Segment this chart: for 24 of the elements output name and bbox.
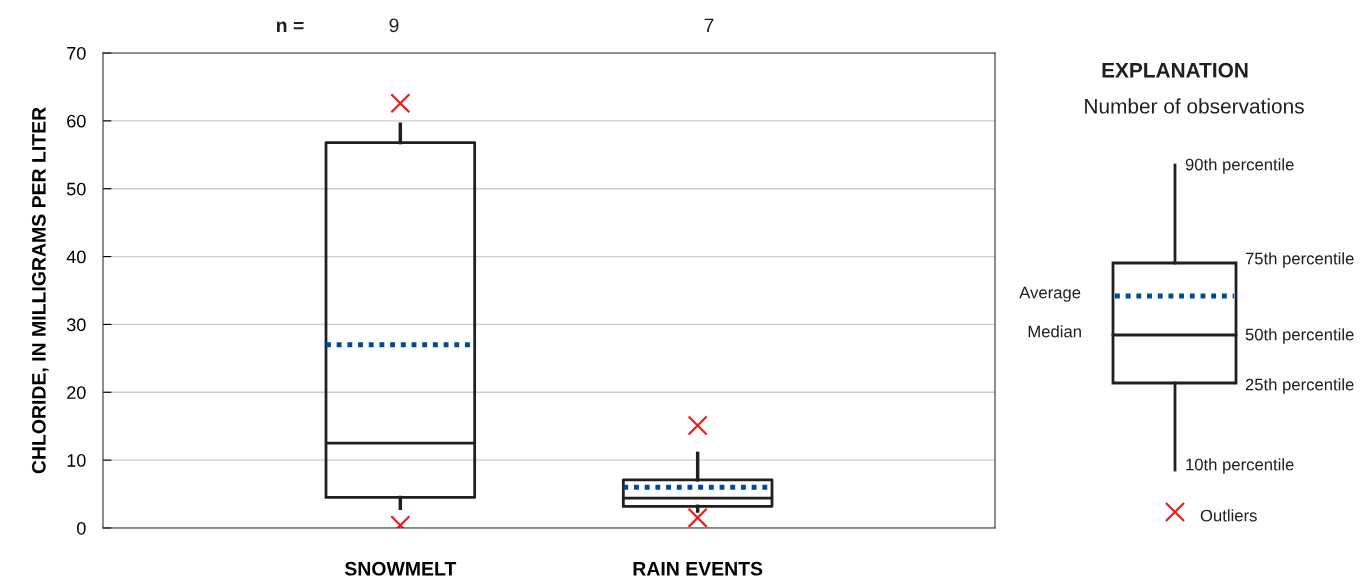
y-tick-label: 10 <box>67 454 86 467</box>
text: 75th percentile <box>1245 252 1354 268</box>
text: 50th percentile <box>1245 328 1354 344</box>
text: 10th percentile <box>1186 458 1294 474</box>
y-tick-label: 60 <box>67 114 86 128</box>
y-tick-label: 30 <box>66 318 86 332</box>
y-tick-label: 20 <box>67 386 86 400</box>
y-axis-title: CHLORIDE, IN MILLIGRAMS PER LITER <box>31 107 49 474</box>
y-tick-label: 70 <box>67 46 86 60</box>
text: Average <box>1019 286 1081 302</box>
text: Median <box>1028 325 1081 338</box>
y-tick-label: 40 <box>66 250 86 264</box>
x-tick-label: SNOWMELT <box>344 561 457 576</box>
text: n = <box>276 21 304 33</box>
text: 7 <box>704 18 714 33</box>
y-tick-label: 0 <box>77 521 86 535</box>
x-tick-label: RAIN EVENTS <box>633 561 763 576</box>
text: 25th percentile <box>1245 378 1354 394</box>
y-tick-label: 50 <box>66 182 86 196</box>
text: EXPLANATION <box>1102 62 1248 78</box>
text: Number of observations <box>1085 98 1304 114</box>
text: 90th percentile <box>1185 158 1294 174</box>
text: 9 <box>389 18 399 33</box>
text: Outliers <box>1200 509 1257 522</box>
